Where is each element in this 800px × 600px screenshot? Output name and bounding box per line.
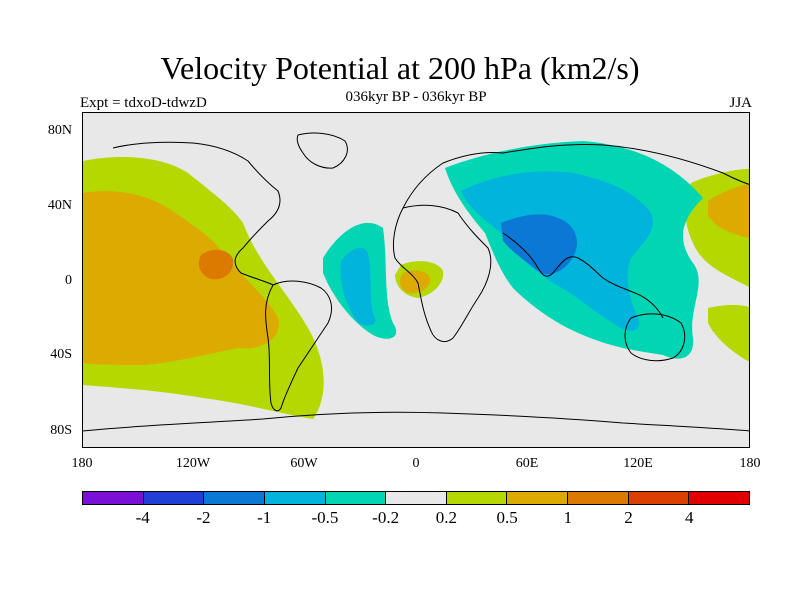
lon-label-0: 0	[412, 456, 420, 471]
africa-coastline	[392, 204, 492, 342]
europe-asia-coastline	[402, 144, 749, 209]
lon-label-180w: 180	[71, 456, 93, 471]
positive-anomaly-high	[198, 249, 234, 280]
colorbar-cell	[325, 492, 387, 504]
colorbar-cell	[568, 492, 629, 504]
atlantic-cyan-region	[340, 247, 376, 326]
lat-label-eq: 0	[65, 273, 72, 288]
colorbar-cell	[446, 492, 508, 504]
map-panel	[82, 112, 750, 448]
australia-coastline	[624, 313, 686, 362]
colorbar-cell	[386, 492, 447, 504]
colorbar-label: 1	[563, 508, 573, 527]
lat-label-40n: 40N	[47, 198, 72, 213]
pacific-orange-region	[83, 191, 279, 365]
lat-label-80n: 80N	[47, 123, 72, 138]
coastlines	[83, 132, 749, 432]
lon-label-120e: 120E	[623, 456, 653, 471]
lon-label-120w: 120W	[175, 456, 211, 471]
colorbar-cell	[143, 492, 205, 504]
north-america-coastline	[112, 141, 281, 286]
antarctica-coastline	[83, 411, 749, 432]
colorbar-label: -2	[196, 508, 211, 527]
season-label: JJA	[729, 95, 752, 111]
south-asia-coastline	[502, 232, 664, 319]
lat-label-80s: 80S	[50, 423, 72, 438]
experiment-label: Expt = tdxoD-tdwzD	[80, 95, 207, 111]
colorbar-label: -4	[135, 508, 150, 527]
lat-label-40s: 40S	[50, 347, 72, 362]
colorbar-cell	[83, 492, 144, 504]
pacific-max-region	[198, 249, 234, 280]
colorbar-label: 4	[685, 508, 694, 527]
atlantic-orange-region	[400, 270, 431, 294]
chart-title: Velocity Potential at 200 hPa (km2/s)	[160, 50, 640, 86]
colorbar-label: 0.2	[435, 508, 457, 527]
colorbar	[82, 491, 750, 505]
colorbar-cell	[264, 492, 326, 504]
colorbar-cell	[507, 492, 569, 504]
map-canvas	[83, 132, 749, 432]
colorbar-label: 2	[624, 508, 633, 527]
colorbar-cell	[689, 492, 750, 504]
colorbar-label: 0.5	[496, 508, 518, 527]
lon-label-60w: 60W	[290, 456, 318, 471]
lon-label-60e: 60E	[515, 456, 539, 471]
colorbar-cell	[204, 492, 265, 504]
colorbar-label: -0.5	[311, 508, 339, 527]
colorbar-cell	[628, 492, 690, 504]
greenland-coastline	[296, 132, 348, 169]
lon-label-180e: 180	[739, 456, 761, 471]
colorbar-label: -0.2	[372, 508, 400, 527]
west-pacific-orange-region	[708, 183, 749, 238]
negative-anomaly-high	[501, 214, 578, 275]
positive-anomaly-mid	[83, 183, 749, 365]
asia-blue-region	[501, 214, 578, 275]
colorbar-label: -1	[257, 508, 272, 527]
south-pacific-positive-region	[708, 305, 749, 362]
south-america-coastline	[265, 280, 332, 412]
chart-subtitle: 036kyr BP - 036kyr BP	[345, 89, 487, 105]
